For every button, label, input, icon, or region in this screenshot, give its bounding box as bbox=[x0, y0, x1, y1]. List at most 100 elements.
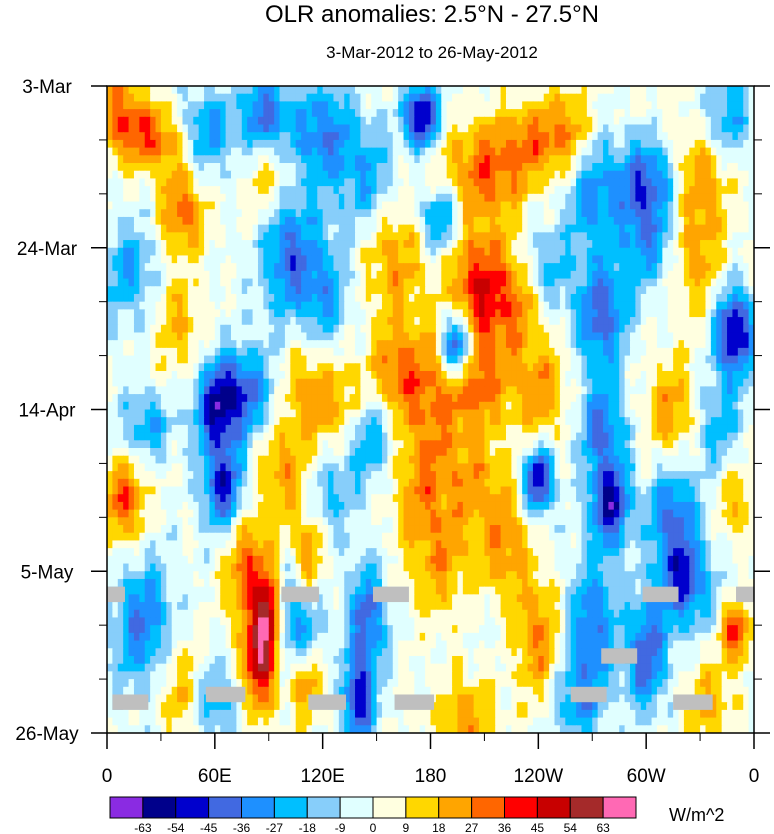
heatmap-cell bbox=[565, 355, 572, 364]
heatmap-cell bbox=[516, 186, 523, 195]
heatmap-cell bbox=[511, 378, 518, 387]
heatmap-cell bbox=[629, 293, 636, 303]
heatmap-cell bbox=[727, 247, 734, 257]
heatmap-cell bbox=[257, 232, 264, 241]
heatmap-cell bbox=[279, 132, 286, 141]
heatmap-cell bbox=[284, 394, 291, 403]
heatmap-cell bbox=[559, 324, 566, 334]
heatmap-cell bbox=[193, 163, 200, 172]
heatmap-cell bbox=[344, 139, 351, 149]
heatmap-cell bbox=[408, 355, 415, 364]
heatmap-cell bbox=[700, 240, 707, 249]
heatmap-cell bbox=[522, 132, 529, 141]
heatmap-cell bbox=[705, 124, 712, 133]
heatmap-cell bbox=[586, 116, 593, 126]
heatmap-cell bbox=[565, 378, 572, 387]
heatmap-cell bbox=[516, 155, 523, 164]
heatmap-cell bbox=[629, 386, 636, 395]
heatmap-cell bbox=[392, 124, 399, 133]
heatmap-cell bbox=[392, 255, 399, 264]
heatmap-cell bbox=[640, 386, 647, 395]
heatmap-cell bbox=[425, 86, 432, 95]
heatmap-cell bbox=[527, 286, 534, 295]
heatmap-cell bbox=[398, 270, 405, 280]
heatmap-cell bbox=[597, 317, 604, 326]
heatmap-cell bbox=[495, 232, 502, 241]
heatmap-cell bbox=[333, 247, 340, 257]
heatmap-cell bbox=[209, 247, 216, 257]
heatmap-cell bbox=[430, 124, 437, 133]
heatmap-cell bbox=[619, 286, 626, 295]
heatmap-cell bbox=[608, 93, 615, 102]
heatmap-cell bbox=[732, 170, 739, 180]
heatmap-cell bbox=[133, 201, 140, 210]
heatmap-cell bbox=[408, 147, 415, 156]
heatmap-cell bbox=[365, 355, 372, 364]
heatmap-cell bbox=[656, 163, 663, 172]
heatmap-cell bbox=[619, 332, 626, 341]
heatmap-cell bbox=[721, 124, 728, 133]
heatmap-cell bbox=[257, 209, 264, 218]
heatmap-cell bbox=[204, 363, 211, 372]
heatmap-cell bbox=[381, 186, 388, 195]
heatmap-cell bbox=[171, 232, 178, 241]
heatmap-cell bbox=[570, 155, 577, 164]
heatmap-cell bbox=[328, 247, 335, 257]
heatmap-cell bbox=[430, 93, 437, 102]
heatmap-cell bbox=[117, 240, 124, 249]
heatmap-cell bbox=[144, 332, 151, 341]
heatmap-cell bbox=[511, 163, 518, 172]
heatmap-cell bbox=[473, 317, 480, 326]
heatmap-cell bbox=[430, 193, 437, 203]
heatmap-cell bbox=[295, 309, 302, 318]
heatmap-cell bbox=[435, 101, 442, 110]
heatmap-cell bbox=[193, 332, 200, 341]
heatmap-cell bbox=[112, 101, 119, 110]
heatmap-cell bbox=[355, 340, 362, 349]
heatmap-cell bbox=[522, 293, 529, 303]
heatmap-cell bbox=[608, 255, 615, 264]
heatmap-cell bbox=[349, 209, 356, 218]
heatmap-cell bbox=[150, 394, 157, 403]
heatmap-cell bbox=[576, 155, 583, 164]
heatmap-cell bbox=[198, 286, 205, 295]
heatmap-cell bbox=[505, 394, 512, 403]
heatmap-cell bbox=[365, 216, 372, 226]
heatmap-cell bbox=[392, 109, 399, 118]
heatmap-cell bbox=[268, 86, 275, 95]
heatmap-cell bbox=[689, 170, 696, 180]
heatmap-cell bbox=[586, 240, 593, 249]
heatmap-cell bbox=[457, 116, 464, 126]
heatmap-cell bbox=[667, 324, 674, 334]
heatmap-cell bbox=[160, 178, 167, 187]
heatmap-cell bbox=[247, 255, 254, 264]
heatmap-cell bbox=[527, 247, 534, 257]
heatmap-cell bbox=[700, 132, 707, 141]
heatmap-cell bbox=[290, 301, 297, 310]
heatmap-cell bbox=[662, 101, 669, 110]
heatmap-cell bbox=[236, 216, 243, 226]
heatmap-cell bbox=[150, 224, 157, 233]
heatmap-cell bbox=[522, 216, 529, 226]
heatmap-cell bbox=[495, 355, 502, 364]
heatmap-cell bbox=[284, 378, 291, 387]
heatmap-cell bbox=[355, 216, 362, 226]
heatmap-cell bbox=[252, 216, 259, 226]
heatmap-cell bbox=[328, 378, 335, 387]
heatmap-cell bbox=[581, 170, 588, 180]
heatmap-cell bbox=[613, 340, 620, 349]
heatmap-cell bbox=[667, 224, 674, 233]
heatmap-cell bbox=[403, 86, 410, 95]
heatmap-cell bbox=[398, 109, 405, 118]
heatmap-cell bbox=[629, 186, 636, 195]
heatmap-cell bbox=[651, 232, 658, 241]
heatmap-cell bbox=[128, 155, 135, 164]
heatmap-cell bbox=[473, 263, 480, 272]
heatmap-cell bbox=[516, 216, 523, 226]
heatmap-cell bbox=[629, 101, 636, 110]
heatmap-cell bbox=[435, 109, 442, 118]
heatmap-cell bbox=[112, 370, 119, 380]
heatmap-cell bbox=[500, 286, 507, 295]
heatmap-cell bbox=[484, 301, 491, 310]
heatmap-cell bbox=[117, 139, 124, 149]
